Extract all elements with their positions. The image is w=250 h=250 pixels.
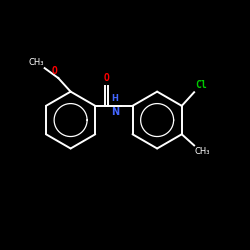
Text: O: O xyxy=(52,66,58,76)
Text: O: O xyxy=(104,73,109,83)
Text: CH₃: CH₃ xyxy=(195,147,210,156)
Text: N: N xyxy=(111,107,119,117)
Text: Cl: Cl xyxy=(195,80,206,90)
Text: H: H xyxy=(112,94,118,103)
Text: CH₃: CH₃ xyxy=(28,58,44,67)
